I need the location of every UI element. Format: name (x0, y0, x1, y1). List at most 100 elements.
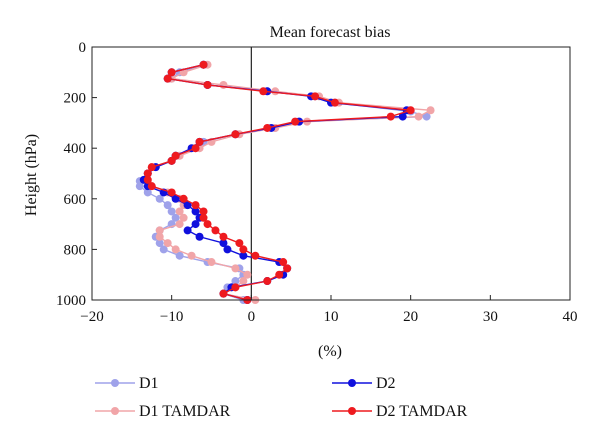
data-point (263, 123, 272, 132)
y-tick-label: 1000 (56, 293, 86, 309)
data-point (187, 251, 196, 260)
data-point (191, 144, 200, 153)
legend-swatch-marker (348, 407, 356, 415)
data-point (239, 277, 248, 286)
data-point (167, 207, 176, 216)
data-point (386, 112, 395, 121)
data-point (275, 270, 284, 279)
legend-item-1: D1 TAMDAR (95, 403, 231, 420)
data-point (195, 232, 204, 241)
y-tick-label: 0 (79, 40, 87, 56)
data-point (291, 117, 300, 126)
data-point (155, 232, 164, 241)
data-point (231, 130, 240, 139)
data-point (143, 175, 152, 184)
data-point (231, 264, 240, 273)
data-point (279, 258, 288, 267)
legend-item-3: D2 TAMDAR (332, 403, 468, 420)
data-point (183, 226, 192, 235)
y-tick-label: 400 (64, 141, 87, 157)
data-point (199, 60, 208, 69)
data-point (398, 112, 407, 121)
x-tick-label: 0 (248, 309, 256, 325)
plot-area (135, 47, 435, 304)
data-point (219, 232, 228, 241)
data-point (283, 264, 292, 273)
y-axis-label: Height (hPa) (23, 134, 40, 216)
data-point (199, 207, 208, 216)
data-point (263, 277, 272, 286)
data-point (219, 239, 228, 248)
series-line (147, 64, 434, 301)
data-point (259, 87, 268, 96)
x-tick-label: 10 (324, 309, 339, 325)
data-point (426, 106, 435, 115)
data-point (203, 220, 212, 229)
data-point (175, 220, 184, 229)
x-tick-label: 40 (563, 309, 578, 325)
data-point (183, 201, 192, 210)
x-tick-label: 20 (403, 309, 418, 325)
y-tick-label: 800 (64, 242, 87, 258)
data-point (191, 207, 200, 216)
data-point (135, 182, 144, 191)
y-tick-label: 200 (64, 91, 87, 107)
data-point (199, 213, 208, 222)
chart-title: Mean forecast bias (270, 24, 391, 41)
data-point (163, 239, 172, 248)
x-tick-label: 30 (483, 309, 498, 325)
series-0 (135, 60, 431, 304)
data-point (406, 106, 415, 115)
legend-swatch-marker (111, 379, 119, 387)
legend-label: D1 (139, 375, 159, 392)
data-point (414, 112, 423, 121)
legend-swatch-marker (348, 379, 356, 387)
data-point (167, 188, 176, 197)
data-point (171, 213, 180, 222)
data-point (147, 163, 156, 172)
data-point (155, 226, 164, 235)
data-point (155, 194, 164, 203)
legend: D1 D1 TAMDAR D2 D2 TAMDAR (95, 375, 468, 420)
data-point (239, 251, 248, 260)
x-tick-label: −10 (160, 309, 183, 325)
data-point (163, 74, 172, 83)
data-point (167, 68, 176, 77)
data-point (207, 258, 216, 267)
data-point (175, 251, 184, 260)
plot-frame (91, 46, 571, 301)
data-point (251, 251, 260, 260)
data-point (203, 80, 212, 89)
data-point (175, 207, 184, 216)
legend-label: D1 TAMDAR (139, 403, 231, 420)
legend-swatch-marker (111, 407, 119, 415)
data-point (143, 188, 152, 197)
data-point (191, 220, 200, 229)
x-axis-label: (%) (318, 343, 342, 360)
data-point (163, 201, 172, 210)
series-3 (143, 60, 415, 304)
series-2 (139, 60, 411, 304)
data-point (211, 226, 220, 235)
data-point (330, 98, 339, 107)
data-point (223, 245, 232, 254)
legend-label: D2 (376, 375, 396, 392)
data-point (422, 112, 431, 121)
data-point (179, 194, 188, 203)
data-point (239, 245, 248, 254)
legend-label: D2 TAMDAR (376, 403, 468, 420)
legend-item-0: D1 (95, 375, 159, 392)
data-point (171, 194, 180, 203)
legend-item-2: D2 (332, 375, 396, 392)
data-point (159, 245, 168, 254)
data-point (311, 92, 320, 101)
data-point (155, 239, 164, 248)
data-point (167, 156, 176, 165)
data-point (219, 289, 228, 298)
data-point (231, 283, 240, 292)
data-point (179, 213, 188, 222)
data-point (243, 270, 252, 279)
data-point (231, 277, 240, 286)
